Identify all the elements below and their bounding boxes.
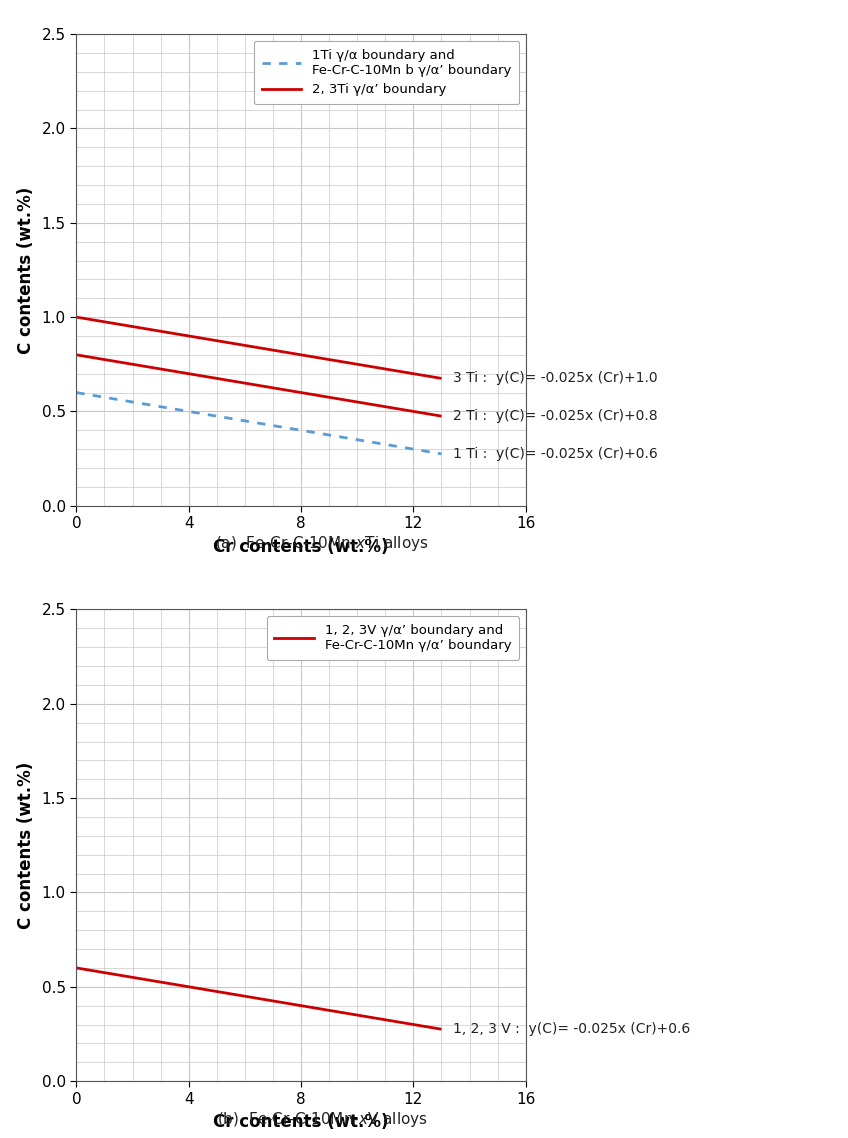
X-axis label: Cr contents (wt.%): Cr contents (wt.%): [214, 1113, 388, 1131]
Legend: 1, 2, 3V γ/α’ boundary and
Fe-Cr-C-10Mn γ/α’ boundary: 1, 2, 3V γ/α’ boundary and Fe-Cr-C-10Mn …: [266, 616, 519, 660]
Text: 3 Ti :  y(C)= -0.025x (Cr)+1.0: 3 Ti : y(C)= -0.025x (Cr)+1.0: [453, 371, 657, 386]
Y-axis label: C contents (wt.%): C contents (wt.%): [17, 761, 35, 929]
Text: 2 Ti :  y(C)= -0.025x (Cr)+0.8: 2 Ti : y(C)= -0.025x (Cr)+0.8: [453, 410, 657, 423]
X-axis label: Cr contents (wt.%): Cr contents (wt.%): [214, 538, 388, 556]
Text: 1, 2, 3 V :  y(C)= -0.025x (Cr)+0.6: 1, 2, 3 V : y(C)= -0.025x (Cr)+0.6: [453, 1022, 690, 1037]
Legend: 1Ti γ/α boundary and
Fe-Cr-C-10Mn b γ/α’ boundary, 2, 3Ti γ/α’ boundary: 1Ti γ/α boundary and Fe-Cr-C-10Mn b γ/α’…: [254, 41, 519, 105]
Y-axis label: C contents (wt.%): C contents (wt.%): [17, 187, 35, 354]
Text: (a)  Fe-Cr-C-10Mn-$\it{x}$Ti alloys: (a) Fe-Cr-C-10Mn-$\it{x}$Ti alloys: [215, 534, 429, 553]
Text: 1 Ti :  y(C)= -0.025x (Cr)+0.6: 1 Ti : y(C)= -0.025x (Cr)+0.6: [453, 447, 657, 461]
Text: (b)  Fe-Cr-C-10Mn-$\it{x}$V alloys: (b) Fe-Cr-C-10Mn-$\it{x}$V alloys: [217, 1110, 427, 1129]
